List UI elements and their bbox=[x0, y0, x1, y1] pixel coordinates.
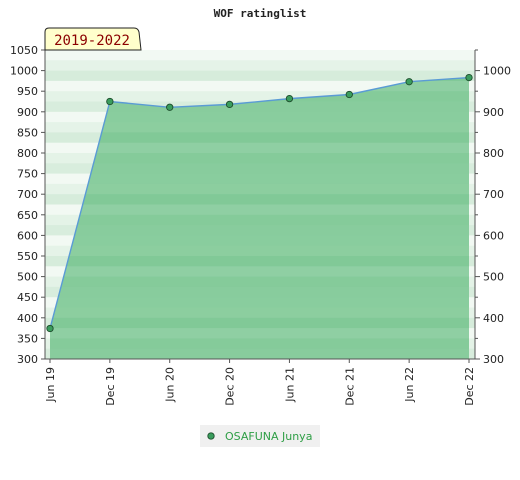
y-tick-label-left: 900 bbox=[17, 106, 38, 119]
plot-background-band bbox=[45, 70, 475, 82]
area-band bbox=[45, 163, 475, 174]
y-tick-label-left: 800 bbox=[17, 147, 38, 160]
y-tick-label-left: 600 bbox=[17, 229, 38, 242]
y-tick-label-right: 900 bbox=[483, 106, 504, 119]
y-tick-label-right: 400 bbox=[483, 312, 504, 325]
y-tick-label-left: 400 bbox=[17, 312, 38, 325]
rating-area bbox=[50, 77, 469, 359]
data-point[interactable] bbox=[345, 90, 353, 99]
area-band bbox=[45, 328, 475, 339]
area-band bbox=[45, 348, 475, 359]
area-band bbox=[45, 266, 475, 277]
area-band bbox=[45, 122, 475, 133]
area-band bbox=[45, 60, 475, 71]
x-tick-label: Jun 22 bbox=[403, 367, 416, 403]
area-band bbox=[45, 183, 475, 195]
area-band bbox=[45, 225, 475, 236]
plot-background-band bbox=[45, 50, 475, 61]
x-tick-label: Dec 22 bbox=[463, 367, 476, 406]
x-tick-label: Jun 20 bbox=[164, 367, 177, 403]
legend-marker bbox=[207, 432, 215, 440]
x-tick-label: Dec 19 bbox=[104, 367, 117, 406]
area-band bbox=[45, 80, 475, 92]
y-tick-label-left: 300 bbox=[17, 353, 38, 366]
area-band bbox=[45, 101, 475, 112]
area-band bbox=[45, 307, 475, 318]
period-tab bbox=[44, 27, 142, 51]
y-tick-label-left: 350 bbox=[17, 332, 38, 345]
x-tick-label: Jun 19 bbox=[44, 367, 57, 403]
data-point[interactable] bbox=[106, 97, 114, 106]
chart-title: WOF ratinglist bbox=[214, 7, 307, 20]
data-point[interactable] bbox=[405, 78, 413, 86]
y-tick-label-left: 450 bbox=[17, 291, 38, 304]
x-tick-label: Dec 21 bbox=[343, 367, 356, 406]
legend-label: OSAFUNA Junya bbox=[225, 430, 312, 443]
y-tick-label-right: 500 bbox=[483, 271, 504, 284]
y-tick-label-left: 850 bbox=[17, 126, 38, 139]
period-label: 2019-2022 bbox=[54, 33, 130, 49]
y-tick-label-left: 650 bbox=[17, 209, 38, 222]
area-band bbox=[45, 286, 475, 298]
rating-line bbox=[49, 76, 470, 329]
plot-background-band bbox=[45, 60, 475, 72]
y-tick-label-right: 700 bbox=[483, 188, 504, 201]
area-band bbox=[45, 245, 475, 256]
y-tick-label-left: 1000 bbox=[10, 65, 38, 78]
plot-background-band bbox=[45, 91, 475, 102]
y-tick-label-left: 550 bbox=[17, 250, 38, 263]
y-tick-label-right: 600 bbox=[483, 229, 504, 242]
legend-box bbox=[200, 425, 320, 447]
y-tick-label-right: 1000 bbox=[483, 65, 511, 78]
data-point[interactable] bbox=[46, 324, 54, 333]
data-point[interactable] bbox=[225, 100, 234, 109]
y-tick-label-right: 800 bbox=[483, 147, 504, 160]
area-band bbox=[45, 204, 475, 215]
x-tick-label: Dec 20 bbox=[224, 367, 237, 406]
x-tick-label: Jun 21 bbox=[283, 367, 296, 403]
data-point[interactable] bbox=[285, 94, 294, 103]
y-tick-label-left: 1050 bbox=[10, 44, 38, 57]
area-band bbox=[45, 142, 475, 153]
y-tick-label-left: 700 bbox=[17, 188, 38, 201]
plot-background-band bbox=[45, 80, 475, 92]
y-tick-label-left: 750 bbox=[17, 168, 38, 181]
y-tick-label-left: 500 bbox=[17, 271, 38, 284]
y-tick-label-right: 300 bbox=[483, 353, 504, 366]
data-point[interactable] bbox=[166, 103, 174, 111]
data-point[interactable] bbox=[465, 73, 473, 82]
y-tick-label-left: 950 bbox=[17, 85, 38, 98]
